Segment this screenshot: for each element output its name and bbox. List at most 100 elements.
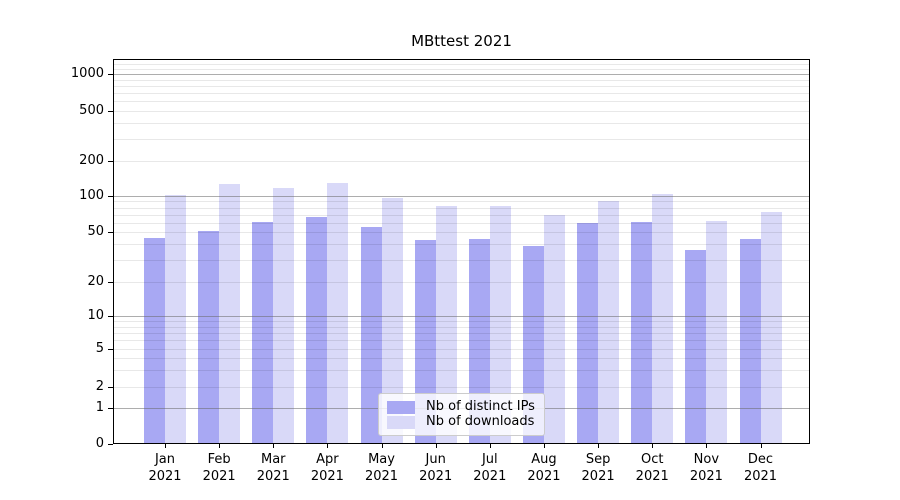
bar-downloads-apr xyxy=(327,183,349,444)
minor-gridline xyxy=(113,370,810,372)
bar-downloads-dec xyxy=(760,211,782,444)
y-tick-label: 2 xyxy=(95,378,104,394)
y-tick-label: 1000 xyxy=(70,66,104,81)
y-tick-mark xyxy=(108,315,113,317)
minor-gridline xyxy=(113,386,810,388)
bar-downloads-oct xyxy=(652,194,674,444)
x-tick-label: Sep 2021 xyxy=(566,451,630,485)
y-tick-mark xyxy=(108,444,113,445)
legend-item-distinct-ips: Nb of distinct IPs xyxy=(387,400,536,414)
y-tick-label: 100 xyxy=(79,187,104,203)
minor-gridline xyxy=(113,68,810,70)
x-tick-mark xyxy=(273,444,275,448)
x-tick-mark xyxy=(219,444,221,448)
x-tick-year: 2021 xyxy=(473,469,507,484)
x-tick-label: Nov 2021 xyxy=(674,451,738,485)
x-tick-month: May xyxy=(368,452,395,467)
bar-downloads-may xyxy=(381,198,403,444)
bar-downloads-jun xyxy=(435,206,457,444)
bar-distinct-ips-jan xyxy=(144,237,165,444)
x-tick-label: Apr 2021 xyxy=(295,451,359,485)
x-tick-mark xyxy=(706,444,708,448)
y-tick-mark xyxy=(108,348,113,350)
minor-gridline xyxy=(113,79,810,81)
legend-item-downloads: Nb of downloads xyxy=(387,415,536,429)
y-tick-mark xyxy=(108,386,113,388)
minor-gridline xyxy=(113,348,810,350)
x-tick-month: Nov xyxy=(693,452,720,467)
bar-downloads-nov xyxy=(706,220,728,444)
x-tick-year: 2021 xyxy=(689,469,723,484)
x-tick-month: Dec xyxy=(747,452,774,467)
x-tick-label: Jun 2021 xyxy=(404,451,468,485)
minor-gridline xyxy=(113,340,810,342)
major-gridline xyxy=(113,315,810,317)
y-tick-label: 1 xyxy=(95,400,104,415)
bar-downloads-jan xyxy=(165,195,186,444)
x-tick-label: May 2021 xyxy=(350,451,414,485)
minor-gridline xyxy=(113,93,810,95)
minor-gridline xyxy=(113,207,810,209)
y-tick-label: 0 xyxy=(95,436,104,451)
x-tick-mark xyxy=(165,444,166,448)
x-tick-year: 2021 xyxy=(256,469,290,484)
minor-gridline xyxy=(113,111,810,112)
x-tick-mark xyxy=(652,444,654,448)
y-tick-mark xyxy=(108,281,113,283)
x-tick-mark xyxy=(327,444,329,448)
minor-gridline xyxy=(113,201,810,203)
legend-label-distinct-ips: Nb of distinct IPs xyxy=(426,399,535,414)
y-tick-label: 10 xyxy=(87,307,104,323)
x-tick-label: Jan 2021 xyxy=(133,451,197,485)
minor-gridline xyxy=(113,321,810,322)
y-tick-label: 50 xyxy=(87,224,104,240)
x-tick-label: Feb 2021 xyxy=(187,451,251,485)
y-tick-label: 200 xyxy=(79,152,104,168)
bar-distinct-ips-feb xyxy=(198,231,220,444)
x-tick-month: Oct xyxy=(640,452,664,467)
x-tick-year: 2021 xyxy=(527,469,561,484)
major-gridline xyxy=(113,195,810,197)
minor-gridline xyxy=(113,326,810,328)
bar-distinct-ips-jul xyxy=(468,239,490,444)
legend-label-downloads: Nb of downloads xyxy=(426,414,535,429)
minor-gridline xyxy=(113,358,810,360)
y-tick-mark xyxy=(108,195,113,197)
bar-distinct-ips-may xyxy=(360,227,382,444)
x-tick-year: 2021 xyxy=(581,469,615,484)
x-tick-mark xyxy=(435,444,437,448)
x-tick-month: Jun xyxy=(425,452,446,467)
y-tick-label: 500 xyxy=(79,103,104,118)
minor-gridline xyxy=(113,160,810,162)
y-tick-mark xyxy=(108,74,113,75)
minor-gridline xyxy=(113,64,810,66)
legend: Nb of distinct IPs Nb of downloads xyxy=(378,393,545,436)
x-tick-label: Dec 2021 xyxy=(729,451,793,485)
major-gridline xyxy=(113,74,810,75)
grid-layer xyxy=(113,59,810,444)
minor-gridline xyxy=(113,85,810,87)
x-tick-label: Jul 2021 xyxy=(458,451,522,485)
legend-swatch-downloads xyxy=(387,415,415,429)
plot-area: Nb of distinct IPs Nb of downloads xyxy=(113,59,810,444)
y-tick-mark xyxy=(108,408,113,409)
minor-gridline xyxy=(113,222,810,224)
bar-downloads-jul xyxy=(489,206,511,444)
bar-distinct-ips-nov xyxy=(685,249,707,444)
minor-gridline xyxy=(113,259,810,261)
minor-gridline xyxy=(113,101,810,103)
x-tick-mark xyxy=(489,444,491,448)
y-tick-mark xyxy=(108,111,113,112)
x-tick-month: Sep xyxy=(585,452,611,467)
minor-gridline xyxy=(113,214,810,216)
legend-swatch-distinct-ips xyxy=(387,400,415,414)
chart-title: MBttest 2021 xyxy=(411,32,512,50)
bar-downloads-feb xyxy=(219,184,241,444)
x-tick-label: Aug 2021 xyxy=(512,451,576,485)
minor-gridline xyxy=(113,123,810,125)
minor-gridline xyxy=(113,244,810,246)
x-tick-year: 2021 xyxy=(148,469,182,484)
x-tick-year: 2021 xyxy=(419,469,453,484)
x-tick-label: Mar 2021 xyxy=(241,451,305,485)
